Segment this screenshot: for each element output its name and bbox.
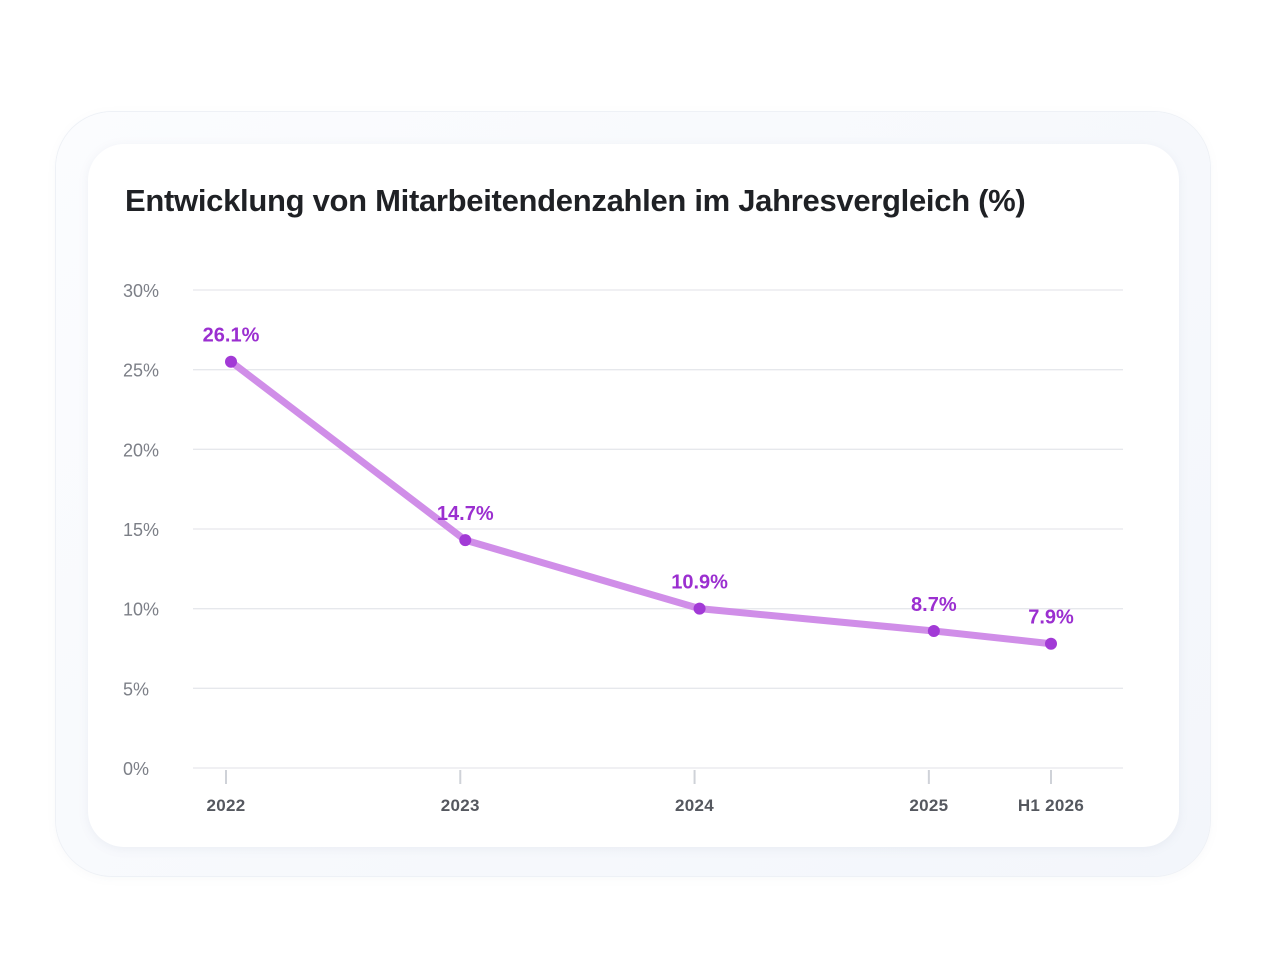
x-axis-ticks: 2022 2023 2024 2025 H1 2026 bbox=[206, 770, 1084, 815]
y-axis-ticks: 0% 5% 10% 15% 20% 25% 30% bbox=[123, 281, 159, 779]
data-label: 7.9% bbox=[1028, 607, 1074, 629]
data-point bbox=[1045, 637, 1057, 650]
chart-title: Entwicklung von Mitarbeitendenzahlen im … bbox=[125, 183, 1026, 218]
data-point bbox=[225, 355, 237, 368]
grid-lines bbox=[193, 289, 1123, 769]
data-point bbox=[927, 624, 940, 637]
data-label: 8.7% bbox=[911, 594, 957, 616]
x-tick-label: 2024 bbox=[675, 796, 714, 815]
data-label: 26.1% bbox=[203, 325, 260, 347]
x-tick-label: 2025 bbox=[909, 796, 948, 815]
x-tick-label: 2023 bbox=[441, 796, 480, 815]
y-tick-label: 25% bbox=[123, 361, 159, 381]
x-tick-label: H1 2026 bbox=[1018, 796, 1084, 815]
y-tick-label: 30% bbox=[123, 281, 159, 301]
x-tick-label: 2022 bbox=[206, 796, 245, 815]
chart-card bbox=[88, 144, 1179, 847]
data-point bbox=[693, 602, 706, 615]
y-tick-label: 10% bbox=[123, 600, 159, 620]
data-labels: 26.1% 14.7% 10.9% 8.7% 7.9% bbox=[203, 325, 1074, 629]
data-label: 14.7% bbox=[437, 503, 494, 525]
series-points bbox=[225, 355, 1057, 650]
y-tick-label: 20% bbox=[123, 440, 159, 460]
y-tick-label: 15% bbox=[123, 520, 159, 540]
y-tick-label: 0% bbox=[123, 759, 149, 779]
y-tick-label: 5% bbox=[123, 679, 149, 699]
data-point bbox=[459, 534, 472, 547]
data-label: 10.9% bbox=[671, 572, 728, 594]
